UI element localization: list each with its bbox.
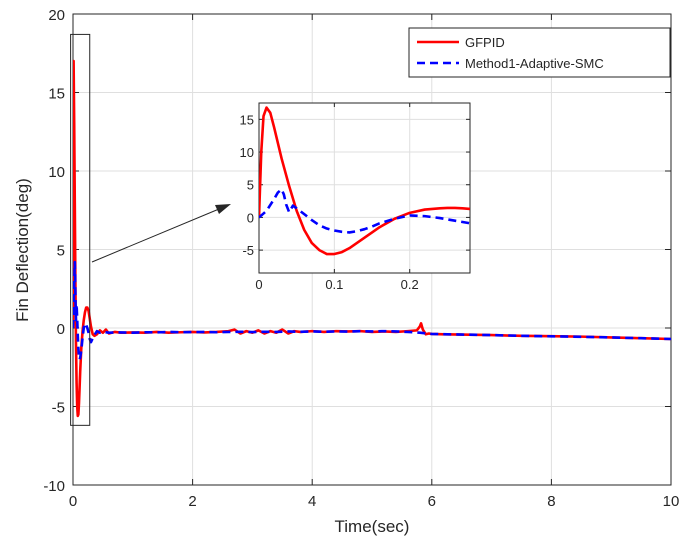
main-y-tick-label: 0	[57, 321, 65, 338]
legend-label-gfpid: GFPID	[465, 35, 505, 50]
inset-area	[259, 103, 470, 273]
main-x-tick-label: 6	[428, 493, 436, 510]
inset-y-tick-label: 10	[240, 145, 254, 160]
main-x-tick-label: 0	[69, 493, 77, 510]
y-axis-label: Fin Deflection(deg)	[13, 178, 32, 322]
legend-label-adaptive-smc: Method1-Adaptive-SMC	[465, 56, 604, 71]
inset-y-tick-label: -5	[242, 243, 254, 258]
inset-y-tick-label: 0	[247, 210, 254, 225]
inset-x-tick-label: 0.1	[325, 277, 343, 292]
inset-x-tick-label: 0	[255, 277, 262, 292]
main-y-tick-label: 15	[48, 86, 65, 103]
main-x-tick-label: 2	[188, 493, 196, 510]
legend: GFPID Method1-Adaptive-SMC	[408, 27, 671, 78]
main-x-tick-label: 8	[547, 493, 555, 510]
zoom-arrow-head	[215, 204, 231, 214]
main-y-tick-label: 5	[57, 243, 65, 260]
inset-series-adaptive-smc-line	[259, 188, 470, 234]
main-y-tick-label: 10	[48, 164, 65, 181]
zoom-box	[70, 33, 91, 426]
main-y-tick-label: -5	[52, 400, 65, 417]
zoom-arrow-line	[91, 208, 220, 263]
x-axis-label: Time(sec)	[335, 517, 410, 536]
inset-series-gfpid-line	[259, 106, 470, 256]
main-x-tick-label: 4	[308, 493, 316, 510]
inset-x-tick-label: 0.2	[401, 277, 419, 292]
main-y-tick-label: 20	[48, 7, 65, 24]
inset-y-tick-label: 15	[240, 112, 254, 127]
inset-plot: 0 0.1 0.2 -5 0 5 10 15	[240, 102, 471, 292]
main-x-tick-label: 10	[663, 493, 680, 510]
main-series-adaptive-smc-line	[73, 260, 671, 361]
legend-box	[408, 27, 671, 78]
inset-y-tick-label: 5	[247, 178, 254, 193]
zoom-annotations	[70, 33, 231, 426]
main-y-tick-label: -10	[43, 478, 65, 495]
